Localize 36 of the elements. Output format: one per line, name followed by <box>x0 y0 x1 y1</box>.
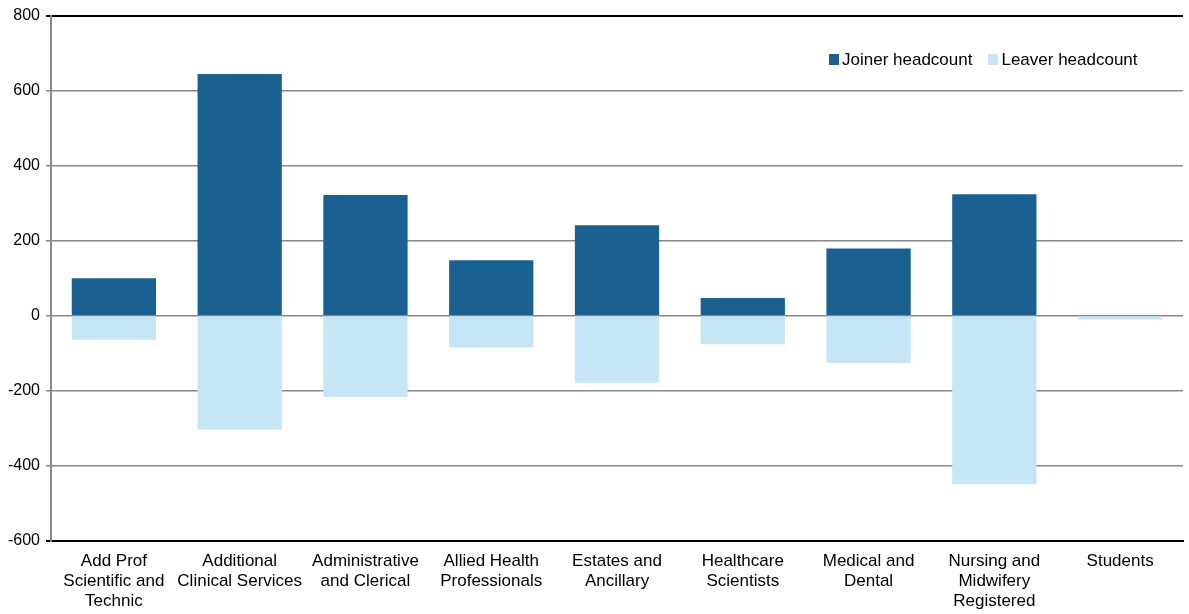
bar <box>323 194 408 315</box>
y-tick-label: -200 <box>7 381 41 399</box>
x-tick-label: Medical and Dental <box>822 550 915 591</box>
x-tick-label: Add Prof Scientific and Technic <box>63 550 165 611</box>
bar <box>952 316 1037 485</box>
x-tick-label: Students <box>1086 550 1154 570</box>
x-tick-label: Additional Clinical Services <box>177 550 303 591</box>
legend-label: Leaver headcount <box>1001 49 1138 70</box>
legend-label: Joiner headcount <box>842 49 973 70</box>
bar <box>952 194 1037 315</box>
bar <box>71 316 157 340</box>
bar <box>197 74 282 315</box>
bar <box>826 248 911 315</box>
bar <box>574 316 660 383</box>
bar <box>700 316 785 345</box>
x-tick-label: Healthcare Scientists <box>701 550 784 591</box>
x-tick-label: Estates and Ancillary <box>572 550 662 591</box>
y-tick-label: -400 <box>7 456 41 474</box>
y-tick-label: 400 <box>13 156 41 174</box>
bar <box>197 316 282 430</box>
x-tick-label: Nursing and Midwifery Registered <box>948 550 1041 611</box>
bar <box>700 298 785 315</box>
bar <box>449 260 534 315</box>
y-tick-label: 200 <box>13 231 41 249</box>
x-tick-label: Administrative and Clerical <box>312 550 419 591</box>
bar <box>826 316 911 363</box>
bar <box>71 278 157 315</box>
bar <box>1077 316 1163 320</box>
x-tick-label: Allied Health Professionals <box>440 550 543 591</box>
y-tick-label: 0 <box>31 306 41 324</box>
bar <box>449 316 534 348</box>
bar <box>323 316 408 398</box>
y-tick-label: -600 <box>7 531 41 549</box>
y-tick-label: 600 <box>13 81 41 99</box>
bar <box>574 225 660 315</box>
y-tick-label: 800 <box>13 6 41 24</box>
